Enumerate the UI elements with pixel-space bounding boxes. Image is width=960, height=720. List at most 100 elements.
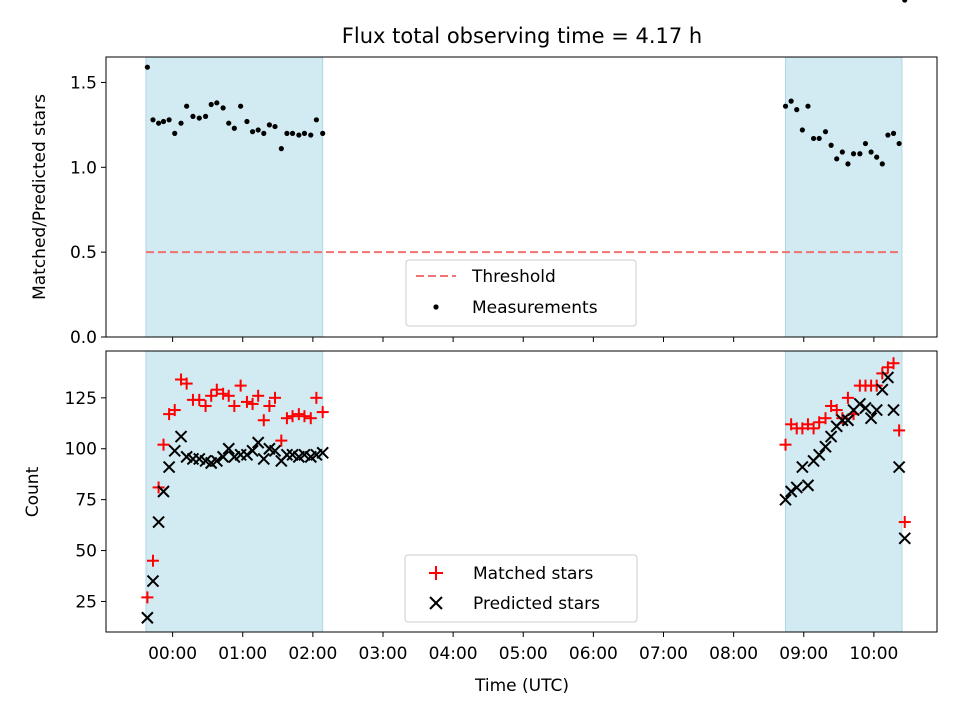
predicted-star-point: [876, 383, 889, 396]
y-tick-label: 0.5: [70, 243, 97, 263]
measurement-point: [208, 101, 214, 108]
legend-predicted-swatch: [429, 596, 443, 610]
matched-star-point: [205, 389, 218, 402]
predicted-star-point: [246, 444, 259, 457]
measurement-point: [788, 98, 794, 104]
x-tick-label: 00:00: [148, 644, 197, 664]
measurement-point: [805, 103, 811, 109]
measurement-point: [196, 115, 202, 121]
ratio-legend: Threshold Measurements: [405, 259, 637, 327]
legend-measurements-label: Measurements: [472, 298, 598, 318]
y-tick-label: 1.0: [70, 158, 97, 178]
measurement-point: [890, 130, 897, 136]
matched-star-point: [193, 393, 206, 406]
predicted-star-point: [168, 444, 181, 457]
y-tick-label: 50: [75, 542, 97, 562]
ratio-y-axis-label: Matched/Predicted stars: [30, 94, 50, 300]
x-tick-label: 01:00: [218, 644, 267, 664]
measurement-point: [178, 120, 184, 126]
counts-panel: 25 50 75 100 125 00:00 01:00 02:00 03:00 04:00 05…: [23, 350, 938, 696]
predicted-star-point: [841, 414, 855, 427]
legend-predicted-label: Predicted stars: [473, 594, 600, 614]
observing-interval-0: [145, 350, 324, 633]
matched-star-point: [286, 410, 299, 423]
measurement-point: [272, 123, 278, 130]
predicted-star-point: [853, 397, 867, 411]
measurement-point: [284, 130, 290, 136]
measurement-point: [862, 140, 869, 147]
matched-star-point: [234, 379, 247, 392]
matched-star-point: [830, 404, 843, 417]
predicted-star-point: [812, 448, 826, 462]
ratio-y-axis: 0.0 0.5 1.0 1.5: [70, 73, 106, 348]
measurement-point: [828, 142, 834, 148]
x-tick-label: 07:00: [639, 644, 688, 664]
x-tick-label: 03:00: [359, 644, 408, 664]
measurement-point: [289, 130, 296, 136]
predicted-star-point: [316, 446, 329, 460]
matched-star-point: [316, 406, 329, 419]
measurement-point: [166, 117, 172, 123]
predicted-star-point: [157, 485, 170, 498]
matched-star-point: [217, 387, 230, 400]
measurement-point: [261, 130, 267, 136]
predicted-star-point: [240, 448, 254, 462]
ratio-legend-box: [405, 259, 637, 327]
measurement-point: [249, 129, 256, 135]
predicted-star-point: [796, 460, 809, 474]
matched-star-point: [275, 434, 288, 447]
matched-star-point: [813, 416, 826, 429]
measurement-point: [816, 135, 822, 142]
matched-star-point: [269, 391, 282, 404]
matched-star-point: [210, 383, 223, 396]
measurement-point: [184, 103, 190, 109]
predicted-star-point: [859, 401, 872, 415]
matched-star-point: [199, 399, 212, 412]
predicted-star-point: [280, 448, 294, 462]
ratio-x-ticks: [172, 337, 875, 342]
counts-y-axis: 25 50 75 100 125: [65, 389, 106, 612]
predicted-star-point: [146, 574, 160, 588]
measurement-point: [255, 127, 261, 133]
matched-star-point: [252, 389, 265, 402]
predicted-star-point: [257, 452, 270, 466]
predicted-star-point: [801, 479, 815, 492]
matched-star-point: [246, 397, 259, 410]
measurement-point: [845, 161, 851, 167]
ratio-axes-frame: [105, 56, 938, 338]
counts-legend-box: [404, 554, 638, 623]
matched-star-point: [222, 389, 235, 402]
measurement-point: [320, 130, 326, 136]
matched-star-point: [298, 410, 311, 423]
measurement-point: [244, 118, 250, 125]
predicted-star-point: [152, 515, 165, 529]
matched-star-point: [180, 377, 193, 390]
measurement-point: [226, 120, 232, 126]
matched-star-point: [280, 412, 293, 425]
x-tick-label: 09:00: [779, 644, 828, 664]
matched-star-point: [240, 395, 253, 408]
count-points: [141, 357, 911, 624]
matched-star-point: [807, 422, 820, 435]
y-tick-label: 25: [75, 592, 97, 612]
x-tick-label: 02:00: [288, 644, 337, 664]
predicted-star-point: [222, 442, 235, 455]
measurement-point: [879, 161, 885, 167]
predicted-star-point: [892, 460, 906, 474]
measurement-point: [868, 149, 874, 155]
matched-star-point: [292, 408, 305, 421]
predicted-star-point: [216, 450, 230, 464]
matched-star-point: [257, 414, 270, 427]
measurement-point: [190, 113, 196, 119]
matched-star-point: [779, 438, 792, 451]
measurement-point: [172, 130, 178, 136]
measurement-point: [839, 149, 845, 155]
predicted-star-point: [784, 485, 798, 498]
measurement-point: [810, 135, 817, 142]
predicted-star-point: [251, 436, 265, 449]
predicted-star-point: [870, 403, 883, 417]
counts-y-axis-label: Count: [23, 466, 43, 517]
matched-star-point: [263, 399, 276, 412]
x-axis-label: Time (UTC): [474, 676, 569, 696]
y-tick-label: 125: [65, 389, 97, 409]
